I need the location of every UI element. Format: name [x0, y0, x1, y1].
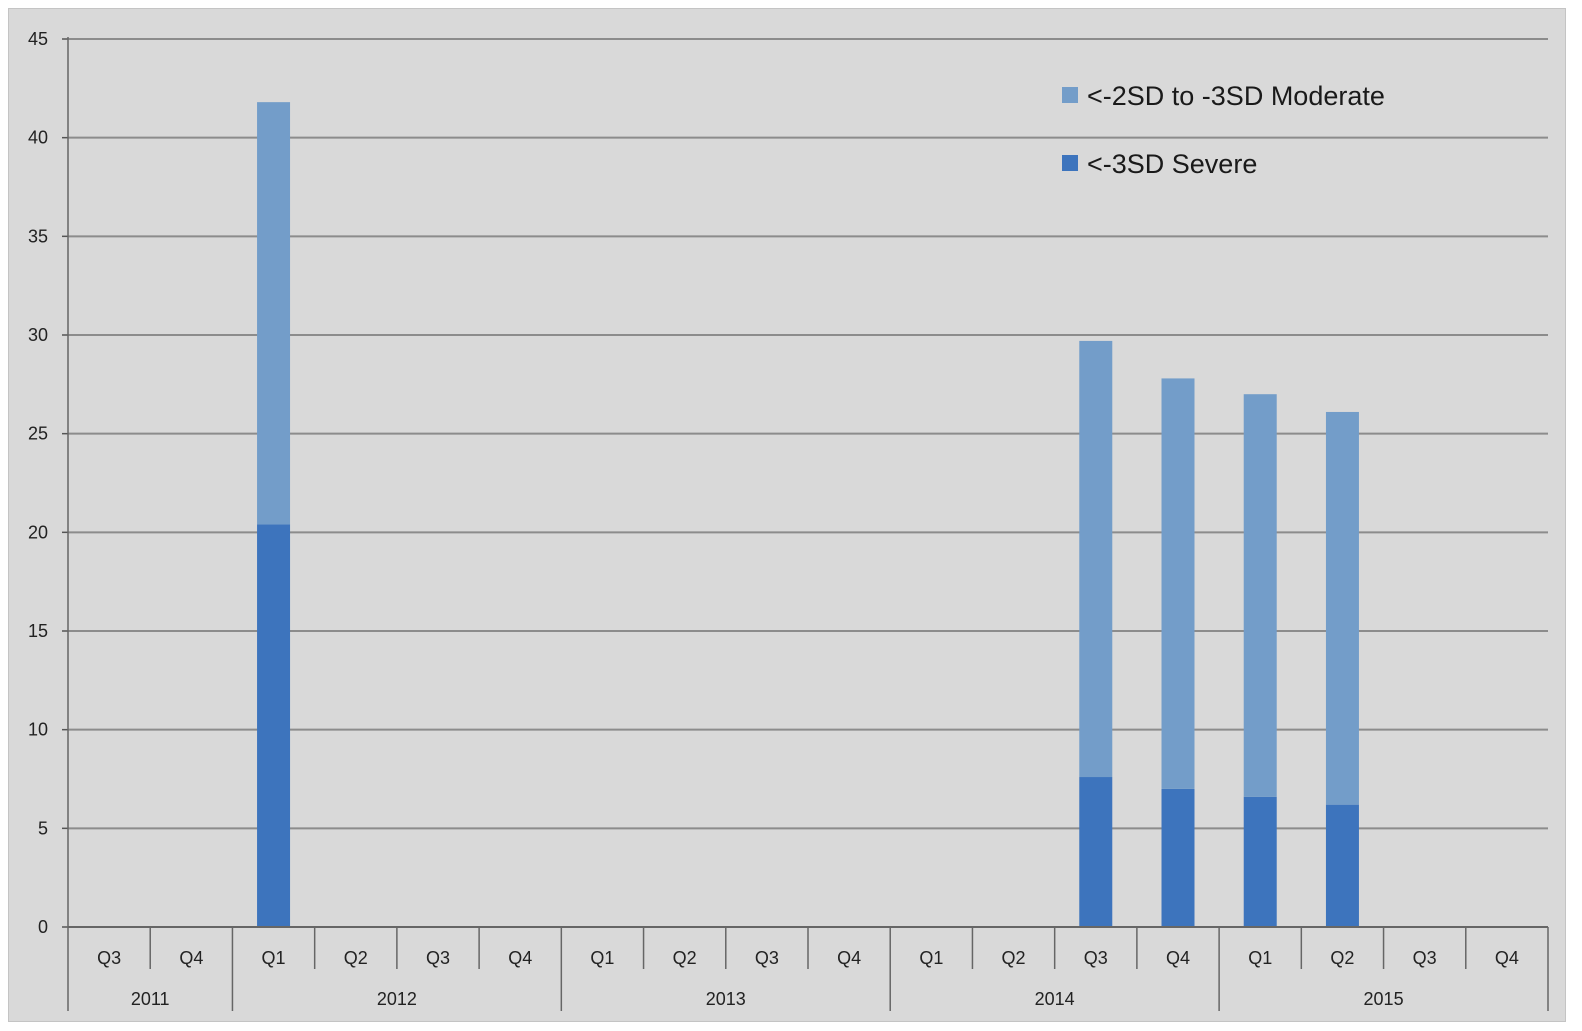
y-tick-label-0: 0 [38, 917, 48, 937]
y-tick-label-45: 45 [28, 29, 48, 49]
y-tick-label-15: 15 [28, 621, 48, 641]
legend-swatch-0 [1062, 87, 1078, 103]
x-year-label-2011: 2011 [131, 989, 170, 1009]
legend-label-1: <-3SD Severe [1087, 149, 1257, 179]
y-tick-label-30: 30 [28, 325, 48, 345]
bar-moderate-12 [1079, 340, 1113, 778]
x-tick-label-16: Q3 [1413, 948, 1437, 968]
y-tick-label-5: 5 [38, 818, 48, 838]
bar-severe-12 [1079, 777, 1113, 927]
bar-moderate-2 [257, 102, 291, 525]
bar-severe-15 [1325, 804, 1359, 927]
x-tick-label-13: Q4 [1166, 948, 1190, 968]
x-tick-label-17: Q4 [1495, 948, 1519, 968]
legend: <-2SD to -3SD Moderate <-3SD Severe [1062, 81, 1385, 179]
y-tick-label-20: 20 [28, 522, 48, 542]
x-tick-label-3: Q2 [344, 948, 368, 968]
x-year-label-2014: 2014 [1035, 989, 1075, 1009]
x-tick-label-11: Q2 [1002, 948, 1026, 968]
y-tick-label-10: 10 [28, 720, 48, 740]
x-tick-label-8: Q3 [755, 948, 779, 968]
bar-moderate-15 [1325, 411, 1359, 805]
x-year-label-2012: 2012 [377, 989, 417, 1009]
legend-swatch-1 [1062, 155, 1078, 171]
x-tick-label-7: Q2 [673, 948, 697, 968]
x-tick-label-10: Q1 [919, 948, 943, 968]
x-tick-label-15: Q2 [1330, 948, 1354, 968]
x-tick-label-12: Q3 [1084, 948, 1108, 968]
bar-severe-13 [1161, 788, 1195, 927]
x-tick-label-9: Q4 [837, 948, 861, 968]
legend-label-0: <-2SD to -3SD Moderate [1087, 81, 1385, 111]
x-tick-label-5: Q4 [508, 948, 532, 968]
x-tick-label-4: Q3 [426, 948, 450, 968]
y-tick-label-40: 40 [28, 128, 48, 148]
x-tick-label-1: Q4 [179, 948, 203, 968]
bar-severe-14 [1243, 796, 1277, 927]
bar-moderate-13 [1161, 378, 1195, 789]
x-tick-label-0: Q3 [97, 948, 121, 968]
bar-severe-2 [257, 524, 291, 927]
x-tick-label-2: Q1 [262, 948, 286, 968]
x-tick-label-6: Q1 [590, 948, 614, 968]
x-year-label-2015: 2015 [1364, 989, 1404, 1009]
x-tick-label-14: Q1 [1248, 948, 1272, 968]
y-tick-label-35: 35 [28, 226, 48, 246]
x-year-label-2013: 2013 [706, 989, 746, 1009]
bar-moderate-14 [1243, 394, 1277, 797]
y-tick-label-25: 25 [28, 424, 48, 444]
